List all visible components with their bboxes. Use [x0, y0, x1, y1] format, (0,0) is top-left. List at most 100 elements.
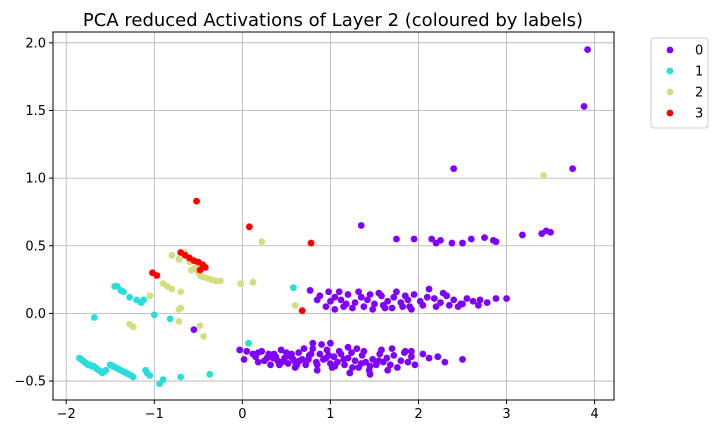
- y-tick-label: 2.0: [25, 36, 46, 51]
- x-axis-ticks: −2 −1 0 1 2 3 4: [57, 400, 599, 422]
- data-point: [351, 299, 359, 306]
- data-point: [393, 235, 400, 243]
- data-point: [463, 295, 471, 302]
- data-point: [342, 300, 350, 308]
- data-point: [366, 362, 374, 370]
- data-point: [175, 255, 183, 263]
- data-point: [316, 292, 324, 300]
- data-point: [357, 360, 365, 367]
- legend-marker: [666, 88, 674, 96]
- data-point: [366, 291, 374, 298]
- data-point: [492, 238, 500, 246]
- data-point: [196, 266, 204, 274]
- x-tick-label: −2: [57, 407, 76, 422]
- data-point: [201, 264, 209, 271]
- data-point: [102, 366, 110, 374]
- data-point: [408, 353, 415, 361]
- data-point: [425, 354, 433, 362]
- data-point: [393, 288, 400, 296]
- data-point: [397, 357, 405, 365]
- data-point: [437, 299, 444, 306]
- data-point: [547, 228, 554, 236]
- legend-label: 0: [695, 44, 703, 59]
- data-point: [386, 361, 394, 369]
- data-point: [316, 350, 324, 358]
- data-point: [328, 364, 336, 371]
- x-tick-label: 3: [502, 407, 510, 422]
- y-tick-label: 0.0: [25, 307, 46, 322]
- data-point: [126, 293, 134, 301]
- data-point: [245, 339, 252, 347]
- legend: 0 1 2 3: [650, 37, 709, 129]
- data-point: [364, 296, 371, 304]
- data-point: [237, 280, 244, 288]
- x-tick-label: 2: [414, 407, 422, 422]
- data-point: [307, 239, 315, 247]
- data-point: [434, 353, 442, 361]
- data-point: [569, 165, 577, 173]
- x-tick-label: 4: [590, 407, 598, 422]
- data-point: [492, 295, 500, 302]
- data-point: [390, 293, 398, 301]
- data-point: [349, 364, 356, 371]
- data-point: [265, 350, 273, 358]
- data-point: [369, 356, 377, 363]
- data-point: [375, 289, 383, 297]
- plot-frame: [52, 31, 615, 401]
- data-point: [384, 297, 392, 305]
- data-point: [325, 351, 333, 359]
- data-point: [404, 358, 412, 366]
- data-point: [419, 301, 427, 309]
- data-point: [430, 295, 438, 302]
- data-point: [410, 291, 418, 298]
- data-point: [503, 295, 510, 302]
- data-point: [371, 300, 378, 308]
- y-tick-label: −0.5: [14, 375, 46, 390]
- data-point: [353, 345, 361, 352]
- data-point: [290, 356, 297, 363]
- data-point: [388, 304, 396, 312]
- data-point: [481, 234, 488, 242]
- y-tick-label: 1.5: [25, 104, 46, 119]
- data-point: [349, 304, 356, 312]
- data-point: [282, 349, 290, 357]
- legend-item-0: 0: [666, 44, 703, 59]
- data-point: [298, 307, 306, 315]
- data-point: [401, 292, 409, 300]
- data-point: [467, 235, 475, 243]
- data-point: [290, 284, 297, 292]
- x-tick-label: 0: [238, 407, 246, 422]
- data-point: [166, 315, 174, 323]
- data-point: [137, 299, 145, 306]
- plot-area: [53, 32, 614, 400]
- data-point: [168, 285, 176, 293]
- data-point: [584, 46, 591, 53]
- series-1: [76, 282, 297, 388]
- data-point: [200, 333, 207, 340]
- data-point: [540, 172, 547, 179]
- data-point: [260, 357, 268, 365]
- data-point: [519, 231, 526, 239]
- data-point: [341, 361, 348, 369]
- data-point: [378, 346, 385, 354]
- data-point: [450, 296, 458, 304]
- data-point: [335, 288, 343, 296]
- legend-label: 3: [695, 107, 703, 122]
- data-point: [445, 301, 453, 309]
- data-point: [177, 373, 185, 381]
- data-point: [388, 345, 396, 352]
- legend-item-1: 1: [666, 65, 703, 80]
- data-point: [411, 361, 419, 369]
- data-point: [309, 345, 317, 352]
- data-points: [76, 46, 591, 388]
- data-point: [318, 341, 326, 348]
- data-point: [129, 323, 137, 331]
- data-point: [322, 303, 330, 311]
- legend-marker: [666, 67, 674, 75]
- data-point: [441, 358, 449, 366]
- data-point: [313, 366, 321, 374]
- data-point: [307, 350, 315, 358]
- data-point: [275, 361, 283, 369]
- data-point: [153, 272, 161, 279]
